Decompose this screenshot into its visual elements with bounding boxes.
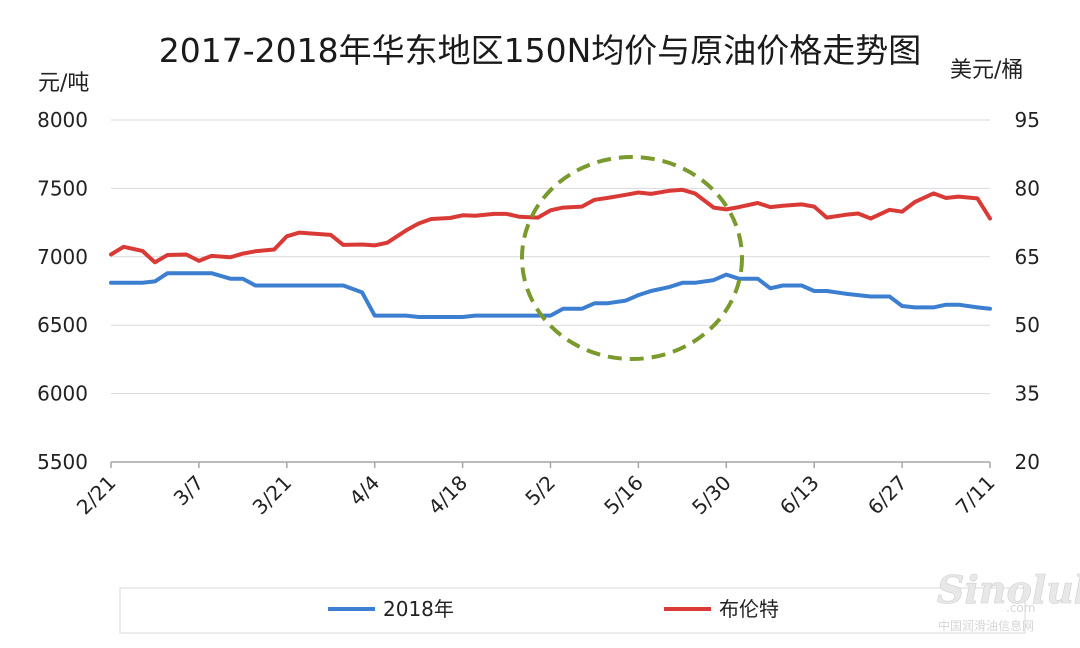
x-tick-label: 2/21: [72, 471, 121, 520]
right-y-tick-label: 65: [1015, 245, 1040, 269]
x-tick-label: 5/2: [520, 471, 560, 511]
right-y-tick-label: 50: [1015, 313, 1040, 337]
right-y-tick-label: 80: [1015, 176, 1040, 200]
x-tick-label: 3/7: [169, 471, 209, 511]
left-y-axis: 5500 6000 6500 7000 7500 8000: [37, 108, 88, 474]
watermark-domain: .com: [1006, 601, 1035, 615]
watermark: Sinolub .com 中国润滑油信息网: [937, 567, 1080, 633]
legend-label-2018: 2018年: [383, 597, 454, 621]
x-tick-label: 4/4: [345, 471, 385, 511]
chart-title: 2017-2018年华东地区150N均价与原油价格走势图: [159, 31, 922, 70]
series-lines: [109, 187, 992, 319]
right-axis-unit: 美元/桶: [950, 58, 1023, 83]
legend-box: [119, 587, 1026, 634]
series-line-brent: [109, 187, 992, 265]
left-y-tick-label: 6500: [37, 313, 88, 337]
right-y-tick-label: 20: [1015, 450, 1040, 474]
x-tick-label: 3/21: [248, 471, 297, 520]
watermark-caption: 中国润滑油信息网: [938, 618, 1034, 633]
watermark-logo: Sinolub: [937, 567, 1080, 612]
legend: 2018年 布伦特: [119, 587, 1026, 634]
x-tick-label: 6/27: [863, 471, 912, 520]
x-tick-label: 5/30: [687, 471, 736, 520]
left-y-tick-label: 8000: [37, 108, 88, 132]
x-tick-label: 6/13: [775, 471, 824, 520]
right-y-tick-label: 95: [1015, 108, 1040, 132]
right-y-tick-label: 35: [1015, 382, 1040, 406]
x-tick-label: 7/11: [951, 471, 1000, 520]
series-line-2018: [109, 271, 992, 319]
left-y-tick-label: 7000: [37, 245, 88, 269]
left-y-tick-label: 7500: [37, 176, 88, 200]
left-axis-unit: 元/吨: [38, 71, 89, 96]
highlight-circle: [520, 155, 744, 361]
right-y-axis: 20 35 50 65 80 95: [1015, 108, 1040, 474]
x-tick-label: 4/18: [423, 471, 472, 520]
x-tick-label: 5/16: [599, 471, 648, 520]
gridlines: [111, 119, 990, 395]
legend-label-brent: 布伦特: [719, 597, 779, 621]
left-y-tick-label: 6000: [37, 382, 88, 406]
left-y-tick-label: 5500: [37, 450, 88, 474]
x-axis-ticks: 2/21 3/7 3/21 4/4 4/18 5/2 5/16 5/30 6/13 6/27 7/1…: [72, 462, 1000, 519]
